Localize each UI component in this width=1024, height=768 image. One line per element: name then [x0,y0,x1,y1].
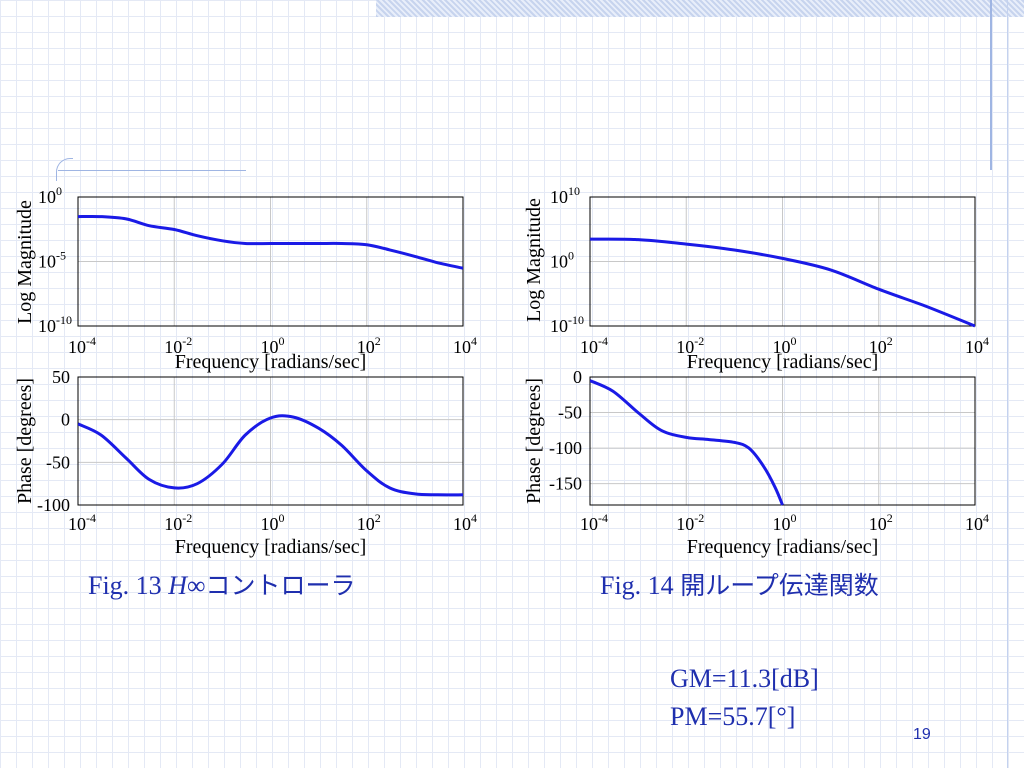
fig14-magnitude-x-tick-label: 10-4 [580,334,608,357]
figure-13-caption: Fig. 13 H∞コントローラ [88,571,356,600]
fig13-magnitude-x-tick-label: 102 [357,334,381,357]
fig13-magnitude-x-tick-label: 10-4 [68,334,96,357]
figure-14-caption: Fig. 14 開ループ伝達関数 [600,571,879,600]
fig14-phase-y-tick-label: 0 [573,367,582,387]
fig14-magnitude-frame [589,196,976,327]
fig13-phase-y-tick-label: -50 [46,452,70,472]
fig14-magnitude-y-tick-label: 100 [550,249,574,272]
fig14-magnitude-y-tick-label: 10-10 [550,313,584,336]
fig13-phase-frame [77,376,464,506]
fig13-phase-x-tick-label: 10-2 [164,511,192,534]
fig13-magnitude-series-line [78,214,463,270]
fig14-phase-x-tick-label: 104 [965,511,989,534]
fig14-magnitude-y-axis-label: Log Magnitude [523,198,545,322]
fig13-phase-x-tick-label: 100 [261,511,285,534]
fig13-magnitude-x-tick-label: 104 [453,334,477,357]
fig13-magnitude-y-tick-label: 10-10 [38,313,72,336]
decorative-vertical-line-thin [1007,0,1008,768]
decorative-arc [56,158,73,181]
fig13-phase-series-line [78,414,463,497]
fig14-magnitude-y-tick-label: 1010 [550,184,580,207]
fig14-phase-x-tick-label: 100 [773,511,797,534]
gain-margin-text: GM=11.3[dB] [670,664,819,693]
fig13-magnitude-y-axis-label: Log Magnitude [14,200,36,324]
fig13-magnitude-y-tick-label: 100 [38,184,62,207]
fig14-phase-y-tick-label: -50 [558,403,582,423]
fig13-phase-x-tick-label: 104 [453,511,477,534]
fig14-phase-x-tick-label: 10-4 [580,511,608,534]
fig13-phase-y-tick-label: 50 [52,367,70,387]
fig13-phase-x-tick-label: 102 [357,511,381,534]
fig14-phase-x-tick-label: 10-2 [676,511,704,534]
fig13-phase-y-tick-label: 0 [61,410,70,430]
caption-italic-h: H [168,571,187,600]
phase-margin-text: PM=55.7[°] [670,702,796,731]
fig14-magnitude-x-tick-label: 100 [773,334,797,357]
fig13-magnitude-frame [77,196,464,327]
fig14-phase-x-tick-label: 102 [869,511,893,534]
fig14-phase-y-tick-label: -150 [549,474,582,494]
decorative-title-underline [58,170,246,171]
fig14-phase-x-axis-label: Frequency [radians/sec] [687,536,879,558]
fig13-magnitude-x-tick-label: 100 [261,334,285,357]
fig14-phase-series-line [590,379,784,506]
fig13-phase-y-tick-label: -100 [37,495,70,515]
fig14-phase-y-tick-label: -100 [549,438,582,458]
fig14-magnitude-x-axis-label: Frequency [radians/sec] [687,351,879,373]
fig14-magnitude-x-tick-label: 102 [869,334,893,357]
decorative-top-bar [376,0,1024,17]
fig13-phase-x-axis-label: Frequency [radians/sec] [175,536,367,558]
fig14-magnitude-x-tick-label: 104 [965,334,989,357]
fig13-magnitude-x-tick-label: 10-2 [164,334,192,357]
fig13-magnitude-y-tick-label: 10-5 [38,249,66,272]
fig13-magnitude-x-axis-label: Frequency [radians/sec] [175,351,367,373]
page-number: 19 [913,726,931,743]
decorative-vertical-line [990,0,992,170]
fig13-phase-x-tick-label: 10-4 [68,511,96,534]
fig14-phase-y-axis-label: Phase [degrees] [523,378,545,504]
fig14-magnitude-series-line [590,237,975,328]
fig13-phase-y-axis-label: Phase [degrees] [14,378,36,504]
fig14-magnitude-x-tick-label: 10-2 [676,334,704,357]
